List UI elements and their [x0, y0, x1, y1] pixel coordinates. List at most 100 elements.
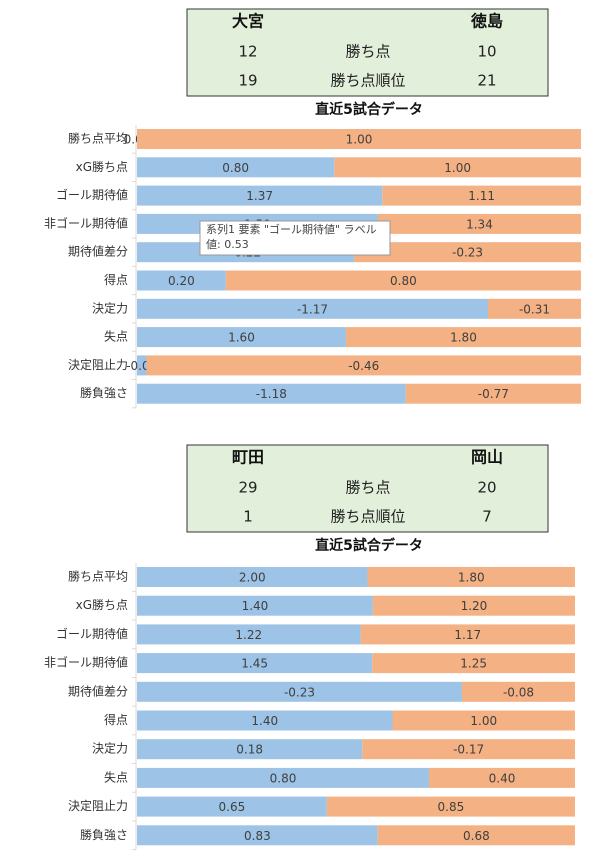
category-label: 勝ち点平均 — [68, 569, 128, 584]
bar-segment — [146, 355, 581, 376]
value-label: -0.46 — [348, 359, 379, 373]
value-label: 1.80 — [450, 331, 477, 345]
tooltip-box — [199, 220, 391, 256]
bar-segment — [137, 653, 373, 674]
value-label: -0.23 — [284, 685, 315, 699]
bar-segment — [372, 653, 575, 674]
bar-segment — [137, 825, 378, 846]
category-label: 勝負強さ — [80, 385, 128, 400]
value-label: -0.31 — [519, 302, 550, 316]
row-label: 勝ち点順位 — [330, 72, 405, 90]
category-label: 勝ち点平均 — [68, 131, 128, 146]
value-label: 1.00 — [346, 133, 373, 147]
tooltip-text: 系列1 要素 "ゴール期待値" ラベル — [206, 222, 377, 236]
home-value: 12 — [238, 43, 257, 61]
category-label: 期待値差分 — [68, 244, 128, 259]
category-label: 非ゴール期待値 — [44, 655, 128, 670]
value-label: 1.00 — [444, 161, 471, 175]
value-label: 1.37 — [246, 189, 273, 203]
category-label: 決定阻止力 — [68, 798, 128, 813]
bar-segment — [367, 567, 575, 587]
chart-title: 直近5試合データ — [315, 101, 423, 118]
bar-segment — [137, 298, 488, 319]
team-home: 町田 — [232, 448, 264, 467]
home-value: 1 — [243, 508, 253, 526]
category-label: 失点 — [104, 329, 128, 344]
value-label: 1.22 — [235, 628, 262, 642]
chart-title: 直近5試合データ — [315, 537, 423, 554]
home-value: 29 — [238, 479, 257, 497]
value-label: 1.11 — [468, 189, 495, 203]
bar-segment — [137, 129, 581, 149]
team-away: 徳島 — [470, 12, 503, 31]
value-label: -1.17 — [297, 302, 328, 316]
value-label: 1.20 — [461, 599, 488, 613]
value-label: 0.80 — [222, 161, 249, 175]
value-label: -0.08 — [503, 685, 534, 699]
row-label: 勝ち点順位 — [330, 508, 405, 526]
away-value: 20 — [477, 479, 496, 497]
category-label: 勝負強さ — [80, 827, 128, 842]
bar-segment — [377, 213, 581, 234]
bar-segment — [137, 355, 147, 376]
category-label: 非ゴール期待値 — [44, 215, 128, 230]
value-label: 0.80 — [270, 771, 297, 785]
value-label: 1.00 — [470, 714, 497, 728]
bar-segment — [225, 270, 582, 291]
bar-segment — [137, 595, 373, 616]
bar-segment — [488, 298, 581, 319]
value-label: 0.18 — [236, 743, 263, 757]
bar-segment — [137, 681, 462, 702]
value-label: 1.45 — [241, 657, 268, 671]
category-label: 決定力 — [92, 300, 128, 315]
value-label: 1.40 — [251, 714, 278, 728]
away-value: 21 — [477, 72, 496, 90]
bar-segment — [392, 710, 575, 731]
value-label: -0.23 — [452, 246, 483, 260]
bar-segment — [461, 681, 575, 702]
category-label: 得点 — [104, 712, 128, 727]
category-label: ゴール期待値 — [56, 626, 128, 641]
bar-segment — [345, 327, 581, 348]
category-label: xG勝ち点 — [76, 597, 128, 612]
table-box — [186, 8, 549, 97]
category-label: 期待値差分 — [68, 683, 128, 698]
bar-segment — [377, 825, 575, 846]
bar-segment — [137, 383, 406, 404]
bar-segment — [354, 242, 581, 263]
bar-segment — [137, 270, 226, 291]
value-label: 1.34 — [466, 217, 493, 231]
bar-segment — [137, 567, 368, 587]
category-label: 決定阻止力 — [68, 357, 128, 372]
category-label: 失点 — [104, 769, 128, 784]
bar-segment — [137, 185, 383, 206]
bar-segment — [137, 739, 363, 760]
value-label: 1.80 — [458, 571, 485, 585]
away-value: 7 — [482, 508, 492, 526]
category-label: xG勝ち点 — [76, 159, 128, 174]
bar-segment — [137, 710, 393, 731]
value-label: 1.17 — [454, 628, 481, 642]
tooltip-text: 値: 0.53 — [206, 238, 249, 251]
value-label: -0.77 — [478, 387, 509, 401]
bar-segment — [405, 383, 581, 404]
value-label: 0.68 — [463, 829, 490, 843]
bar-segment — [326, 796, 575, 817]
value-label: 0.85 — [438, 800, 465, 814]
value-label: -0.17 — [453, 743, 484, 757]
bar-segment — [360, 624, 575, 645]
bar-segment — [429, 767, 575, 788]
bar-segment — [334, 157, 581, 178]
bar-segment — [137, 767, 429, 788]
category-label: 得点 — [104, 272, 128, 287]
row-label: 勝ち点 — [345, 43, 390, 61]
value-label: 0.83 — [244, 829, 271, 843]
value-label: 0.40 — [489, 771, 516, 785]
bar-segment — [362, 739, 575, 760]
bar-segment — [137, 624, 361, 645]
team-home: 大宮 — [232, 12, 264, 31]
value-label: 1.40 — [242, 599, 269, 613]
bar-segment — [137, 157, 335, 178]
value-label: 1.60 — [228, 331, 255, 345]
